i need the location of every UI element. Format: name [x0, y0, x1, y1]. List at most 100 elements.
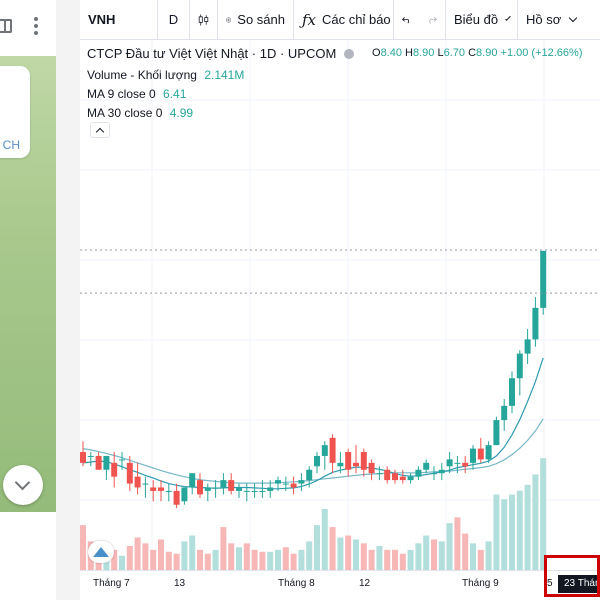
candle	[181, 487, 188, 502]
candle	[314, 455, 320, 467]
symbol-description: CTCP Đầu tư Việt Việt Nhật · 1D · UPCOM	[87, 46, 337, 61]
time-tick: Tháng 8	[278, 578, 315, 589]
candle	[134, 476, 141, 488]
candle	[119, 459, 125, 461]
ma9-legend-row[interactable]: MA 9 close 0 6.41	[87, 85, 354, 104]
interval-button[interactable]: D	[158, 0, 190, 40]
profile-menu[interactable]: Hồ sơ	[518, 0, 588, 40]
volume-bar	[228, 543, 235, 570]
compare-button[interactable]: So sánh	[218, 0, 294, 40]
candlestick-icon	[198, 14, 209, 25]
ma30-legend-label: MA 30 close 0	[87, 106, 163, 120]
profile-label: Hồ sơ	[526, 12, 562, 27]
crosshair-date-label: 23 Tháng	[558, 575, 600, 593]
close-value: 8.90	[476, 47, 498, 59]
volume-bar	[314, 525, 320, 570]
volume-bar	[368, 549, 375, 570]
plus-circle-icon	[226, 16, 232, 23]
candle	[392, 473, 398, 481]
chart-window: VNH D So sánh ƒx Các chỉ báo	[80, 0, 600, 600]
redo-button[interactable]	[419, 0, 446, 40]
time-axis[interactable]: Tháng 7 13 Tháng 8 12 Tháng 9 5	[80, 570, 600, 600]
more-vertical-icon[interactable]	[31, 17, 41, 39]
volume-bar	[111, 549, 118, 570]
volume-bar	[337, 537, 344, 570]
volume-bar	[446, 523, 453, 570]
indicators-label: Các chỉ báo	[322, 12, 391, 27]
function-icon: ƒx	[302, 10, 317, 29]
volume-bar	[126, 545, 133, 570]
scroll-down-button[interactable]	[3, 465, 43, 505]
undo-icon	[402, 16, 410, 24]
volume-bar	[485, 541, 492, 570]
candle	[142, 483, 149, 485]
candle	[150, 487, 157, 491]
chevron-down-icon	[569, 13, 578, 22]
volume-bar	[282, 547, 289, 570]
candle	[485, 445, 492, 460]
candle	[267, 487, 274, 491]
candle	[298, 480, 305, 484]
candle	[236, 487, 242, 491]
symbol-search-button[interactable]: VNH	[80, 0, 158, 40]
left-topbar	[0, 0, 56, 56]
volume-bar	[134, 537, 141, 570]
time-tick: Tháng 9	[462, 578, 499, 589]
legend-collapse-button[interactable]	[90, 122, 110, 138]
volume-bar	[80, 525, 86, 570]
time-tick: 12	[359, 578, 371, 589]
candle	[204, 487, 211, 491]
candle	[173, 490, 180, 505]
low-value: 6.70	[443, 47, 466, 59]
volume-bar	[197, 549, 203, 570]
volume-bar	[321, 508, 328, 570]
volume-bars	[80, 458, 547, 570]
undo-button[interactable]	[394, 0, 419, 40]
candle	[111, 462, 118, 477]
volume-bar	[306, 541, 313, 570]
volume-bar	[298, 549, 305, 570]
volume-bar	[345, 535, 352, 570]
volume-bar	[407, 549, 414, 570]
candle	[345, 452, 352, 470]
message-card[interactable]: CH	[0, 66, 30, 158]
candle	[446, 459, 453, 467]
candle	[126, 462, 133, 484]
candle	[532, 307, 539, 340]
volume-legend-label: Volume - Khối lượng	[87, 68, 197, 82]
candle	[524, 339, 531, 354]
candle	[407, 476, 414, 481]
candle	[158, 487, 164, 491]
indicators-button[interactable]: ƒx Các chỉ báo	[294, 0, 394, 40]
volume-bar	[251, 549, 258, 570]
ma30-legend-row[interactable]: MA 30 close 0 4.99	[87, 104, 354, 123]
volume-bar	[173, 553, 180, 570]
candle	[493, 420, 500, 446]
ma9-legend-value: 6.41	[163, 87, 187, 101]
chart-legend: CTCP Đầu tư Việt Việt Nhật · 1D · UPCOM …	[87, 44, 355, 123]
volume-bar	[501, 499, 508, 570]
chart-type-menu[interactable]: Biểu đồ	[446, 0, 518, 40]
time-tick: Tháng 7	[93, 578, 130, 589]
candle	[321, 445, 328, 456]
volume-legend-row[interactable]: Volume - Khối lượng 2.141M	[87, 66, 354, 85]
candle	[189, 473, 196, 488]
message-card-text: CH	[2, 138, 20, 152]
volume-bar	[540, 458, 547, 570]
compare-label: So sánh	[237, 12, 285, 27]
candle	[337, 462, 344, 467]
candles	[80, 250, 547, 509]
tradingview-logo[interactable]	[88, 541, 114, 563]
volume-bar	[275, 549, 281, 570]
sidebar-toggle-icon[interactable]	[0, 19, 12, 33]
volume-bar	[532, 474, 539, 570]
volume-bar	[243, 543, 250, 570]
price-guides	[80, 249, 600, 294]
volume-bar	[329, 527, 336, 570]
price-chart[interactable]	[80, 40, 600, 570]
volume-bar	[384, 549, 391, 570]
volume-bar	[438, 541, 445, 570]
candle	[462, 462, 469, 467]
candlestick-type-button[interactable]	[190, 0, 218, 40]
candle	[329, 437, 336, 463]
